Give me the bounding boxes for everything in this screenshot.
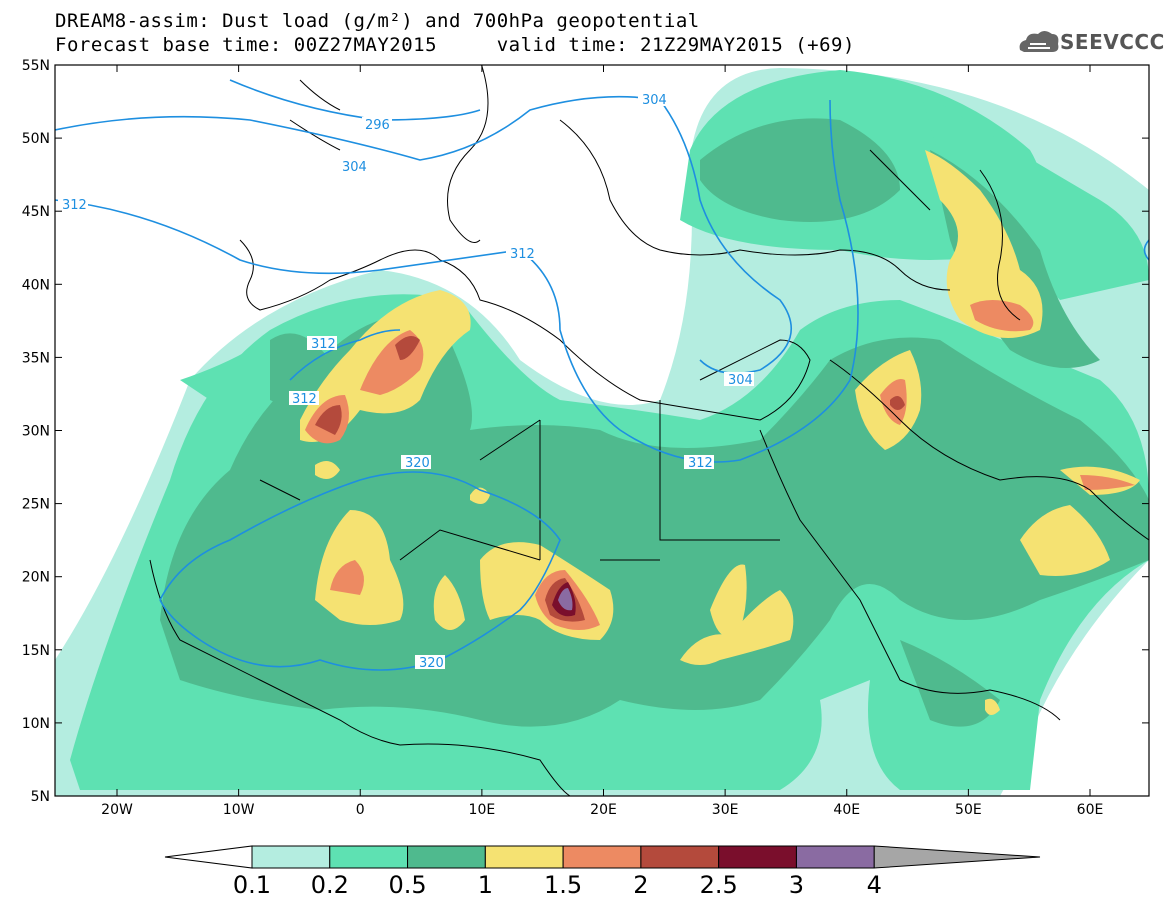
contour-label: 312 [311,337,336,352]
geopotential-contours [55,79,1149,671]
lon-label: 20E [590,802,617,818]
colorbar-segment [251,845,331,869]
colorbar-label: 2.5 [700,871,738,899]
lat-label: 50N [22,131,50,147]
lon-label: 60E [1077,802,1104,818]
colorbar-segment [640,845,720,869]
map-title: DREAM8-assim: Dust load (g/m²) and 700hP… [55,10,700,32]
lat-label: 20N [22,570,50,586]
contour-label: 320 [405,456,430,471]
map-subtitle-times: Forecast base time: 00Z27MAY2015 valid t… [55,34,855,56]
lon-label: 10W [223,802,255,818]
dust-field: 296 304 304 312 312 312 312 312 320 320 … [55,65,1149,796]
colorbar-high-arrow [873,845,1041,869]
colorbar-label: 3 [789,871,804,899]
lon-label: 0 [356,802,365,818]
lon-label: 30E [712,802,739,818]
colorbar-label: 1.5 [544,871,582,899]
lat-label: 5N [31,789,50,805]
colorbar-label: 0.1 [233,871,271,899]
dust-level-3 [558,588,573,611]
contour-label: 304 [342,160,367,175]
colorbar-segment [562,845,642,869]
longitude-axis: 20W 10W 0 10E 20E 30E 40E 50E 60E [101,65,1103,818]
lat-label: 30N [22,424,50,440]
lon-label: 20W [101,802,133,818]
contour-label: 320 [419,656,444,671]
colorbar-segment [407,845,486,869]
cloud-icon [1019,31,1059,52]
colorbar-segment [484,845,564,869]
contour-label: 304 [728,373,753,388]
lat-label: 25N [22,497,50,513]
colorbar-segment [718,845,797,869]
lat-label: 40N [22,277,50,293]
lat-label: 15N [22,643,50,659]
colorbar-label: 2 [633,871,648,899]
lat-label: 10N [22,716,50,732]
contour-labels: 296 304 304 312 312 312 312 312 320 320 … [58,92,754,671]
colorbar: 0.1 0.2 0.5 1 1.5 2 2.5 3 4 [164,845,1041,899]
colorbar-label: 4 [867,871,882,899]
lon-label: 10E [469,802,496,818]
latitude-axis: 55N 50N 45N 40N 35N 30N 25N 20N 15N 10N 5N [22,58,1149,805]
contour-label: 296 [365,118,390,133]
contour-label: 312 [510,247,535,262]
lon-label: 50E [955,802,982,818]
contour-label: 304 [642,93,667,108]
colorbar-segment [329,845,409,869]
colorbar-segment [795,845,875,869]
logo-text: SEEVCCC [1060,30,1165,54]
contour-label: 312 [292,392,317,407]
lat-label: 55N [22,58,50,74]
contour-label: 312 [688,456,713,471]
lon-label: 40E [833,802,860,818]
colorbar-low-arrow [164,845,253,869]
lat-label: 45N [22,204,50,220]
coastlines [149,65,1149,796]
contour-label: 312 [62,198,87,213]
colorbar-label: 1 [478,871,493,899]
colorbar-label: 0.5 [388,871,426,899]
colorbar-label: 0.2 [311,871,349,899]
lat-label: 35N [22,350,50,366]
